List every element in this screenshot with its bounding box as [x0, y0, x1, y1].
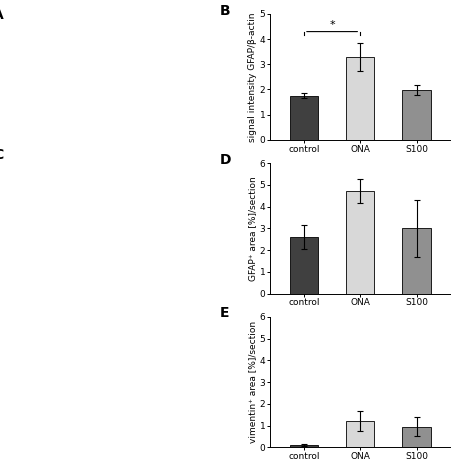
Y-axis label: GFAP⁺ area [%]/section: GFAP⁺ area [%]/section — [248, 176, 257, 281]
Text: B: B — [220, 4, 230, 18]
Bar — [290, 96, 318, 140]
Text: D: D — [220, 153, 231, 167]
Bar — [290, 237, 318, 294]
Text: C: C — [0, 148, 3, 163]
Y-axis label: signal intensity GFAP/β-actin: signal intensity GFAP/β-actin — [248, 12, 257, 142]
Bar — [346, 57, 374, 140]
Bar — [402, 228, 430, 294]
Y-axis label: vimentin⁺ area [%]/section: vimentin⁺ area [%]/section — [248, 321, 257, 443]
Text: E: E — [220, 307, 229, 321]
Bar — [346, 192, 374, 294]
Text: *: * — [329, 20, 335, 29]
Text: A: A — [0, 8, 3, 22]
Bar — [402, 90, 430, 140]
Bar — [346, 421, 374, 447]
Bar — [290, 445, 318, 447]
Bar — [402, 427, 430, 447]
